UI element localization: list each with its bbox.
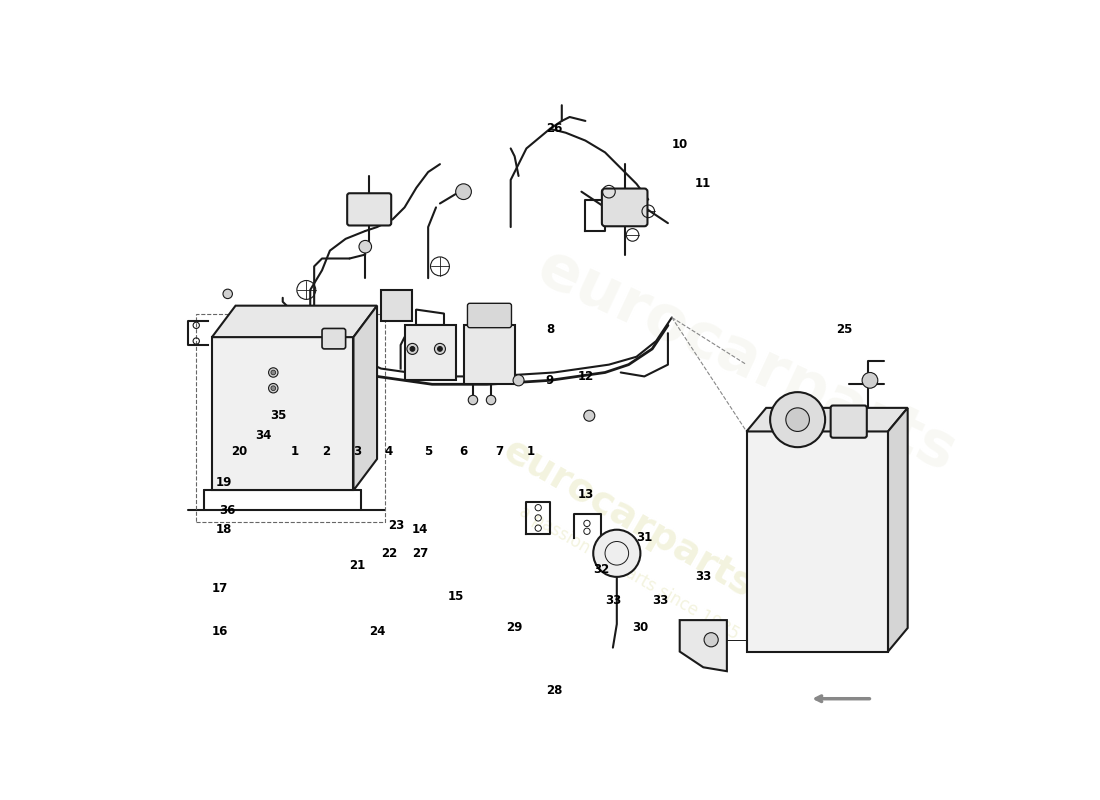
Text: 3: 3 (353, 445, 362, 458)
FancyBboxPatch shape (348, 194, 392, 226)
Text: 12: 12 (578, 370, 594, 383)
Text: 21: 21 (350, 558, 365, 571)
Text: 32: 32 (593, 562, 609, 575)
Text: 33: 33 (605, 594, 621, 607)
Circle shape (268, 368, 278, 378)
FancyBboxPatch shape (322, 329, 345, 349)
Circle shape (862, 373, 878, 388)
Text: 23: 23 (388, 519, 405, 532)
Text: 28: 28 (546, 684, 562, 698)
Polygon shape (353, 306, 377, 490)
FancyBboxPatch shape (602, 189, 648, 226)
Circle shape (455, 184, 472, 199)
Text: 13: 13 (578, 488, 594, 501)
Text: 31: 31 (636, 531, 652, 544)
Text: 29: 29 (506, 622, 522, 634)
FancyBboxPatch shape (468, 303, 512, 328)
Circle shape (584, 410, 595, 422)
Circle shape (469, 395, 477, 405)
Polygon shape (212, 306, 377, 337)
Text: 36: 36 (220, 503, 235, 517)
Text: eurocarparts: eurocarparts (497, 430, 760, 605)
Circle shape (593, 530, 640, 577)
Circle shape (268, 383, 278, 393)
Text: 35: 35 (271, 410, 287, 422)
Text: 24: 24 (368, 626, 385, 638)
Circle shape (271, 370, 276, 375)
Text: 9: 9 (546, 374, 554, 387)
Text: 5: 5 (424, 445, 432, 458)
Bar (212, 337, 353, 490)
Text: 1: 1 (290, 445, 298, 458)
Polygon shape (888, 408, 907, 651)
Polygon shape (680, 620, 727, 671)
Circle shape (438, 346, 442, 351)
Circle shape (407, 343, 418, 354)
Circle shape (513, 375, 524, 386)
Text: 27: 27 (412, 546, 428, 560)
Text: a passion for parts since 1985: a passion for parts since 1985 (516, 502, 741, 643)
Circle shape (785, 408, 810, 431)
Text: 16: 16 (211, 626, 228, 638)
Text: 19: 19 (216, 476, 232, 489)
Circle shape (770, 392, 825, 447)
Text: 18: 18 (216, 523, 232, 536)
Text: 33: 33 (695, 570, 712, 583)
Text: 7: 7 (495, 445, 503, 458)
Text: 34: 34 (255, 429, 272, 442)
Circle shape (704, 633, 718, 647)
Text: 15: 15 (448, 590, 464, 603)
Text: 14: 14 (412, 523, 429, 536)
Text: 11: 11 (695, 178, 712, 190)
Text: 20: 20 (231, 445, 248, 458)
Text: 6: 6 (460, 445, 467, 458)
Text: 1: 1 (526, 445, 535, 458)
Text: 30: 30 (632, 622, 649, 634)
FancyBboxPatch shape (830, 406, 867, 438)
Bar (196, 314, 385, 522)
Bar (381, 290, 412, 322)
Circle shape (359, 241, 372, 253)
Text: eurocarparts: eurocarparts (528, 238, 966, 484)
Bar (463, 326, 515, 384)
Circle shape (486, 395, 496, 405)
Circle shape (434, 343, 446, 354)
Text: 25: 25 (837, 322, 852, 336)
Circle shape (271, 386, 276, 390)
Bar (747, 431, 888, 651)
Polygon shape (747, 408, 908, 431)
Circle shape (410, 346, 415, 351)
Text: 17: 17 (211, 582, 228, 595)
Circle shape (223, 289, 232, 298)
Text: 10: 10 (672, 138, 688, 151)
Text: 2: 2 (322, 445, 330, 458)
Text: 33: 33 (652, 594, 668, 607)
Bar (405, 326, 455, 380)
Text: 26: 26 (546, 122, 562, 135)
Text: 4: 4 (385, 445, 393, 458)
Text: EVAP: EVAP (362, 209, 376, 214)
Text: 8: 8 (546, 322, 554, 336)
Text: 22: 22 (381, 546, 397, 560)
